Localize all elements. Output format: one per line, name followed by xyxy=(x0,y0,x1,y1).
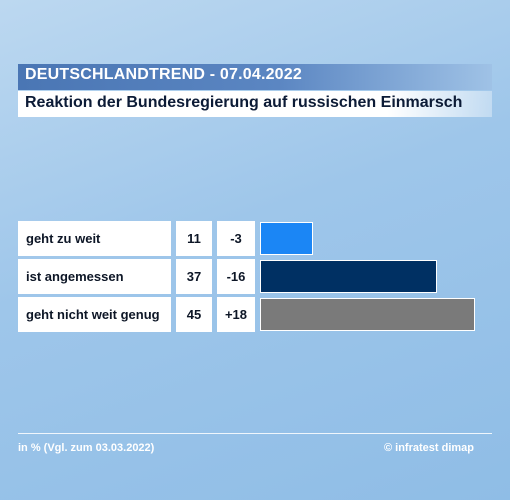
category-label: geht zu weit xyxy=(18,221,171,256)
header-title: DEUTSCHLANDTREND - 07.04.2022 xyxy=(25,66,302,83)
chart-subtitle: Reaktion der Bundesregierung auf russisc… xyxy=(25,94,463,111)
footer-divider xyxy=(18,433,492,434)
chart-row: geht zu weit 11 -3 xyxy=(18,221,492,256)
bar xyxy=(260,298,475,331)
change-label: +18 xyxy=(217,297,255,332)
chart-row: geht nicht weit genug 45 +18 xyxy=(18,297,492,332)
category-label: geht nicht weit genug xyxy=(18,297,171,332)
change-label: -3 xyxy=(217,221,255,256)
category-label: ist angemessen xyxy=(18,259,171,294)
subtitle-band xyxy=(18,91,492,117)
change-label: -16 xyxy=(217,259,255,294)
value-label: 11 xyxy=(176,221,212,256)
chart-row: ist angemessen 37 -16 xyxy=(18,259,492,294)
footer-note: in % (Vgl. zum 03.03.2022) xyxy=(18,442,155,454)
header-band xyxy=(18,64,492,90)
value-label: 37 xyxy=(176,259,212,294)
source-credit: © infratest dimap xyxy=(383,442,474,454)
bar xyxy=(260,222,313,255)
bar xyxy=(260,260,437,293)
value-label: 45 xyxy=(176,297,212,332)
